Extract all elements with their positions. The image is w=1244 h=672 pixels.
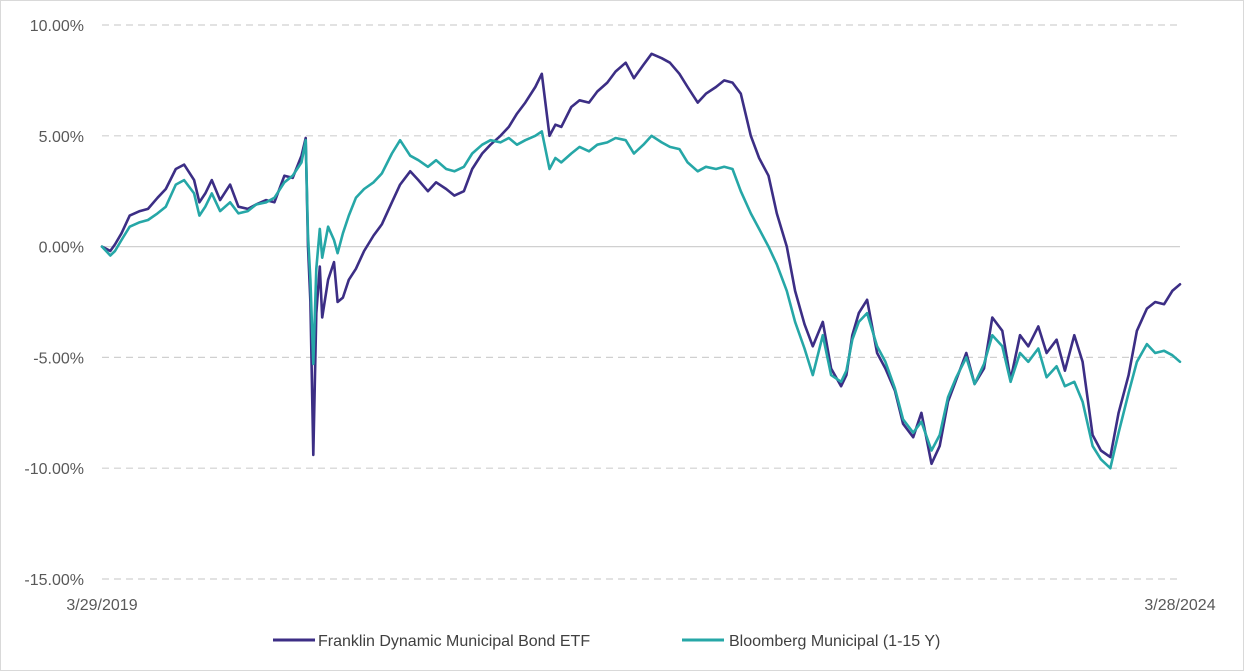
y-tick-label: 5.00%	[39, 129, 84, 146]
series-line-franklin	[100, 52, 1182, 466]
series-line-bloomberg	[100, 130, 1182, 470]
gridlines	[102, 24, 1180, 580]
y-tick-label: -5.00%	[33, 350, 84, 367]
y-axis-labels: 10.00% 5.00% 0.00% -5.00% -10.00% -15.00%	[24, 18, 84, 589]
legend: Franklin Dynamic Municipal Bond ETF Bloo…	[273, 633, 940, 650]
x-tick-label-end: 3/28/2024	[1144, 597, 1215, 614]
x-axis-labels: 3/29/2019 3/28/2024	[66, 597, 1215, 614]
y-tick-label: 0.00%	[39, 240, 84, 257]
x-tick-label-start: 3/29/2019	[66, 597, 137, 614]
y-tick-label: 10.00%	[30, 18, 84, 35]
y-tick-label: -10.00%	[24, 461, 84, 478]
series-lines	[100, 52, 1182, 470]
legend-label-bloomberg: Bloomberg Municipal (1-15 Y)	[729, 633, 940, 650]
y-tick-label: -15.00%	[24, 572, 84, 589]
legend-label-franklin: Franklin Dynamic Municipal Bond ETF	[318, 633, 590, 650]
